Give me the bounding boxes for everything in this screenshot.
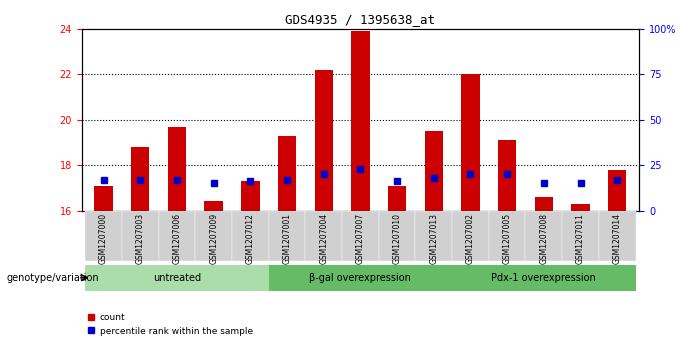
Text: GSM1207003: GSM1207003 — [136, 213, 145, 264]
Text: untreated: untreated — [153, 273, 201, 283]
Bar — [352, 31, 369, 211]
Bar — [241, 181, 260, 211]
Bar — [388, 185, 406, 211]
Bar — [452, 211, 489, 261]
Text: GSM1207012: GSM1207012 — [246, 213, 255, 264]
Text: GSM1207008: GSM1207008 — [539, 213, 548, 264]
Bar — [608, 170, 626, 211]
Bar — [452, 265, 636, 291]
Text: genotype/variation: genotype/variation — [7, 273, 99, 283]
Bar — [85, 265, 269, 291]
Bar — [158, 211, 195, 261]
Text: GSM1207004: GSM1207004 — [319, 213, 328, 264]
Bar — [232, 211, 269, 261]
Bar — [379, 211, 415, 261]
Bar — [424, 131, 443, 211]
Bar — [85, 211, 122, 261]
Bar — [342, 211, 379, 261]
Text: GSM1207013: GSM1207013 — [429, 213, 439, 264]
Bar — [269, 265, 452, 291]
Text: GSM1207005: GSM1207005 — [503, 213, 511, 264]
Bar — [534, 197, 553, 211]
Bar — [205, 201, 223, 211]
Text: β-gal overexpression: β-gal overexpression — [309, 273, 411, 283]
Bar — [599, 211, 636, 261]
Text: Pdx-1 overexpression: Pdx-1 overexpression — [492, 273, 596, 283]
Bar — [461, 74, 479, 211]
Bar — [415, 211, 452, 261]
Bar — [122, 211, 158, 261]
Bar — [315, 70, 333, 211]
Text: GSM1207009: GSM1207009 — [209, 213, 218, 264]
Bar — [168, 127, 186, 211]
Text: GSM1207014: GSM1207014 — [613, 213, 622, 264]
Title: GDS4935 / 1395638_at: GDS4935 / 1395638_at — [286, 13, 435, 26]
Bar — [195, 211, 232, 261]
Bar — [269, 211, 305, 261]
Bar — [498, 140, 516, 211]
Legend: count, percentile rank within the sample: count, percentile rank within the sample — [86, 313, 253, 335]
Bar — [526, 211, 562, 261]
Text: GSM1207011: GSM1207011 — [576, 213, 585, 264]
Text: GSM1207002: GSM1207002 — [466, 213, 475, 264]
Text: GSM1207000: GSM1207000 — [99, 213, 108, 264]
Bar — [489, 211, 526, 261]
Bar — [278, 136, 296, 211]
Bar — [305, 211, 342, 261]
Bar — [562, 211, 599, 261]
Text: GSM1207007: GSM1207007 — [356, 213, 365, 264]
Bar — [95, 185, 113, 211]
Text: GSM1207006: GSM1207006 — [173, 213, 182, 264]
Text: GSM1207001: GSM1207001 — [282, 213, 292, 264]
Text: GSM1207010: GSM1207010 — [392, 213, 402, 264]
Bar — [571, 204, 590, 211]
Bar — [131, 147, 150, 211]
